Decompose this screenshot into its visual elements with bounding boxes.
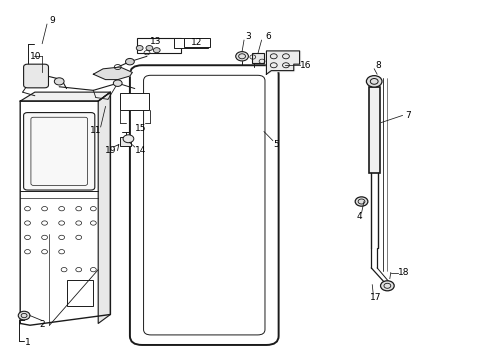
Circle shape xyxy=(366,76,381,87)
Text: 3: 3 xyxy=(245,32,251,41)
Text: 7: 7 xyxy=(404,111,410,120)
Text: 12: 12 xyxy=(191,38,202,47)
Circle shape xyxy=(123,135,134,143)
Polygon shape xyxy=(98,92,110,323)
Circle shape xyxy=(136,45,143,50)
Text: 15: 15 xyxy=(135,124,146,133)
Circle shape xyxy=(153,48,160,53)
Text: 1: 1 xyxy=(24,338,30,347)
Text: 4: 4 xyxy=(356,212,361,221)
Bar xyxy=(368,87,379,173)
Polygon shape xyxy=(20,92,110,325)
Bar xyxy=(137,39,181,53)
Polygon shape xyxy=(93,67,132,80)
Bar xyxy=(183,38,210,46)
Text: 9: 9 xyxy=(49,16,55,25)
Text: 17: 17 xyxy=(369,293,381,302)
FancyBboxPatch shape xyxy=(23,113,95,190)
Text: 11: 11 xyxy=(90,126,102,135)
Circle shape xyxy=(354,197,367,206)
Circle shape xyxy=(146,45,153,50)
FancyBboxPatch shape xyxy=(130,65,278,345)
Text: 10: 10 xyxy=(30,52,41,61)
Circle shape xyxy=(380,281,393,291)
Circle shape xyxy=(54,78,64,85)
Circle shape xyxy=(235,51,248,61)
Bar xyxy=(173,38,207,48)
Text: 6: 6 xyxy=(264,32,270,41)
Text: 19: 19 xyxy=(104,146,116,155)
Polygon shape xyxy=(266,51,299,74)
Bar xyxy=(120,93,149,110)
Circle shape xyxy=(18,311,30,320)
Polygon shape xyxy=(20,92,110,101)
Circle shape xyxy=(113,80,122,86)
Text: 5: 5 xyxy=(273,140,279,149)
Text: 16: 16 xyxy=(299,61,310,70)
Text: 14: 14 xyxy=(135,146,146,155)
Bar xyxy=(120,137,131,146)
Text: 2: 2 xyxy=(39,320,45,329)
Text: 8: 8 xyxy=(375,61,381,70)
Text: 13: 13 xyxy=(150,37,161,46)
Bar xyxy=(66,280,93,306)
Circle shape xyxy=(125,58,134,65)
Text: 18: 18 xyxy=(397,268,408,277)
FancyBboxPatch shape xyxy=(23,64,48,88)
Bar xyxy=(251,53,264,63)
